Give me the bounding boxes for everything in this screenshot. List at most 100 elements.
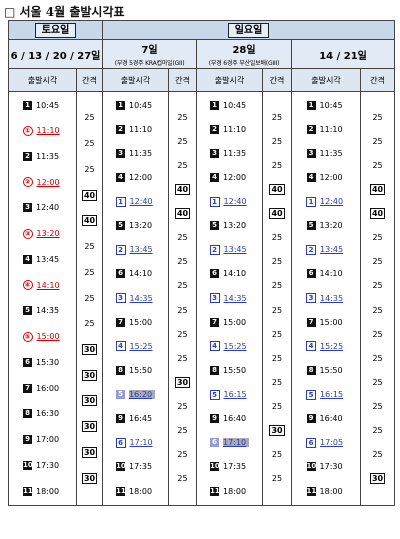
race-number-badge: 1 bbox=[306, 196, 317, 207]
interval-value: 30 bbox=[81, 472, 98, 484]
departure-time: 18:00 bbox=[36, 486, 60, 496]
departure-time: 14:35 bbox=[223, 293, 247, 303]
departure-time: 14:10 bbox=[319, 269, 343, 279]
race-number-badge: 1 bbox=[209, 196, 220, 207]
departure-time: 12:00 bbox=[129, 172, 153, 182]
col-time-header: 출발시각 bbox=[291, 68, 362, 92]
departure-row: 4 12:00 bbox=[292, 170, 360, 184]
race-number-badge: ① bbox=[22, 125, 33, 136]
departure-row: ① 11:10 bbox=[9, 124, 76, 138]
departure-row: 9 17:00 bbox=[9, 433, 76, 447]
schedule-table: 토요일 일요일 6 / 13 / 20 / 27일 7일 (부경 5경주 KRA컵… bbox=[7, 20, 396, 506]
departure-row: 5 16:15 bbox=[292, 388, 360, 402]
departure-time: 15:00 bbox=[129, 317, 153, 327]
departure-row: 6 17:10 bbox=[197, 436, 262, 450]
departure-row: 2 13:45 bbox=[103, 243, 168, 257]
departure-row: 5 13:20 bbox=[292, 219, 360, 233]
interval-value: 25 bbox=[177, 329, 188, 339]
race-number-badge: ④ bbox=[22, 280, 33, 291]
interval-value: 25 bbox=[372, 426, 383, 436]
col-time-header: 출발시각 bbox=[196, 68, 264, 92]
interval-value: 25 bbox=[271, 353, 283, 363]
departure-time: 11:10 bbox=[36, 126, 60, 136]
departure-time: 10:45 bbox=[223, 100, 247, 110]
interval-value: 25 bbox=[84, 113, 95, 123]
race-number-badge: ③ bbox=[22, 228, 33, 239]
interval-value: 25 bbox=[177, 160, 188, 170]
sunday-header: 일요일 bbox=[102, 20, 396, 40]
departure-row: 1 10:45 bbox=[103, 98, 168, 112]
departure-row: 8 15:50 bbox=[292, 363, 360, 377]
race-number-badge: ⑤ bbox=[22, 331, 33, 342]
interval-value: 40 bbox=[269, 183, 285, 195]
departure-row: 1 10:45 bbox=[9, 98, 76, 112]
interval-value: 40 bbox=[269, 208, 285, 220]
race-number-badge: 1 bbox=[210, 100, 220, 110]
interval-value: 25 bbox=[271, 377, 283, 387]
race-number-badge: 2 bbox=[306, 124, 316, 134]
interval-value: 25 bbox=[177, 257, 188, 267]
gap-column: 25 25 25 40 40 25 25 25 25 25 25 30 25 25 25 25 bbox=[169, 92, 196, 505]
departure-row: 5 13:20 bbox=[197, 219, 262, 233]
departure-time: 15:25 bbox=[320, 341, 344, 351]
interval-value: 25 bbox=[271, 257, 283, 267]
race-number-badge: 7 bbox=[23, 383, 32, 393]
race-number-badge: 10 bbox=[23, 460, 33, 470]
race-number-badge: 1 bbox=[115, 196, 126, 207]
race-number-badge: 6 bbox=[210, 269, 220, 279]
departure-row: 3 14:35 bbox=[197, 291, 262, 305]
race-number-badge: 8 bbox=[306, 365, 316, 375]
race-number-badge: 11 bbox=[306, 486, 317, 496]
departure-row: ④ 14:10 bbox=[9, 278, 76, 292]
col-gap-header: 간격 bbox=[360, 68, 396, 92]
col-time-header: 출발시각 bbox=[8, 68, 77, 92]
sun-date-1: 7일 (부경 5경주 KRA컵마일(GII) bbox=[102, 39, 198, 69]
departure-time: 16:15 bbox=[320, 390, 344, 399]
interval-value: 25 bbox=[271, 450, 283, 460]
interval-value: 25 bbox=[372, 281, 383, 291]
departure-row: 5 16:15 bbox=[197, 388, 262, 402]
departure-row: 3 11:35 bbox=[292, 146, 360, 160]
departure-time: 16:40 bbox=[223, 414, 247, 424]
interval-value: 25 bbox=[84, 293, 95, 303]
departure-time: 15:25 bbox=[223, 341, 247, 351]
race-number-badge: 3 bbox=[116, 148, 126, 158]
departure-time: 16:20 bbox=[129, 390, 156, 399]
departure-row: 1 12:40 bbox=[292, 195, 360, 209]
departure-row: 2 13:45 bbox=[197, 243, 262, 257]
departure-time: 16:30 bbox=[36, 409, 60, 419]
departure-time: 14:10 bbox=[223, 269, 247, 279]
interval-value: 30 bbox=[81, 395, 98, 407]
sun-date-3: 14 / 21일 bbox=[291, 39, 396, 69]
interval-value: 25 bbox=[372, 233, 383, 243]
race-number-badge: 11 bbox=[210, 486, 220, 496]
race-number-badge: 10 bbox=[210, 462, 220, 472]
col-gap-header: 간격 bbox=[75, 68, 104, 92]
departure-time: 14:35 bbox=[320, 293, 344, 303]
interval-value: 25 bbox=[372, 353, 383, 363]
interval-value: 25 bbox=[372, 136, 383, 146]
race-number-badge: 7 bbox=[116, 317, 126, 327]
departure-row: 2 11:10 bbox=[103, 122, 168, 136]
departure-row: 4 13:45 bbox=[9, 252, 76, 266]
race-number-badge: 6 bbox=[23, 357, 32, 367]
departure-time: 10:45 bbox=[319, 100, 343, 110]
race-number-badge: 9 bbox=[306, 414, 316, 424]
race-number-badge: 9 bbox=[116, 414, 126, 424]
interval-value: 25 bbox=[84, 267, 95, 277]
departure-time: 15:50 bbox=[223, 365, 247, 375]
interval-value: 25 bbox=[372, 377, 383, 387]
departure-time: 15:00 bbox=[223, 317, 247, 327]
interval-value: 25 bbox=[372, 112, 383, 122]
departure-row: 8 16:30 bbox=[9, 407, 76, 421]
race-number-badge: 5 bbox=[210, 221, 220, 231]
departure-time: 13:20 bbox=[223, 221, 247, 231]
interval-value: 25 bbox=[271, 329, 283, 339]
departure-row: 6 17:10 bbox=[103, 436, 168, 450]
departure-row: 11 18:00 bbox=[197, 484, 262, 498]
time-column: 1 10:45 2 11:10 3 11:35 4 12:00 1 12:40 5 13:20 2 13:… bbox=[292, 92, 360, 505]
interval-value: 30 bbox=[369, 473, 386, 485]
race-number-badge: 2 bbox=[306, 244, 317, 255]
interval-value: 40 bbox=[369, 208, 386, 220]
race-number-badge: 2 bbox=[23, 151, 32, 161]
